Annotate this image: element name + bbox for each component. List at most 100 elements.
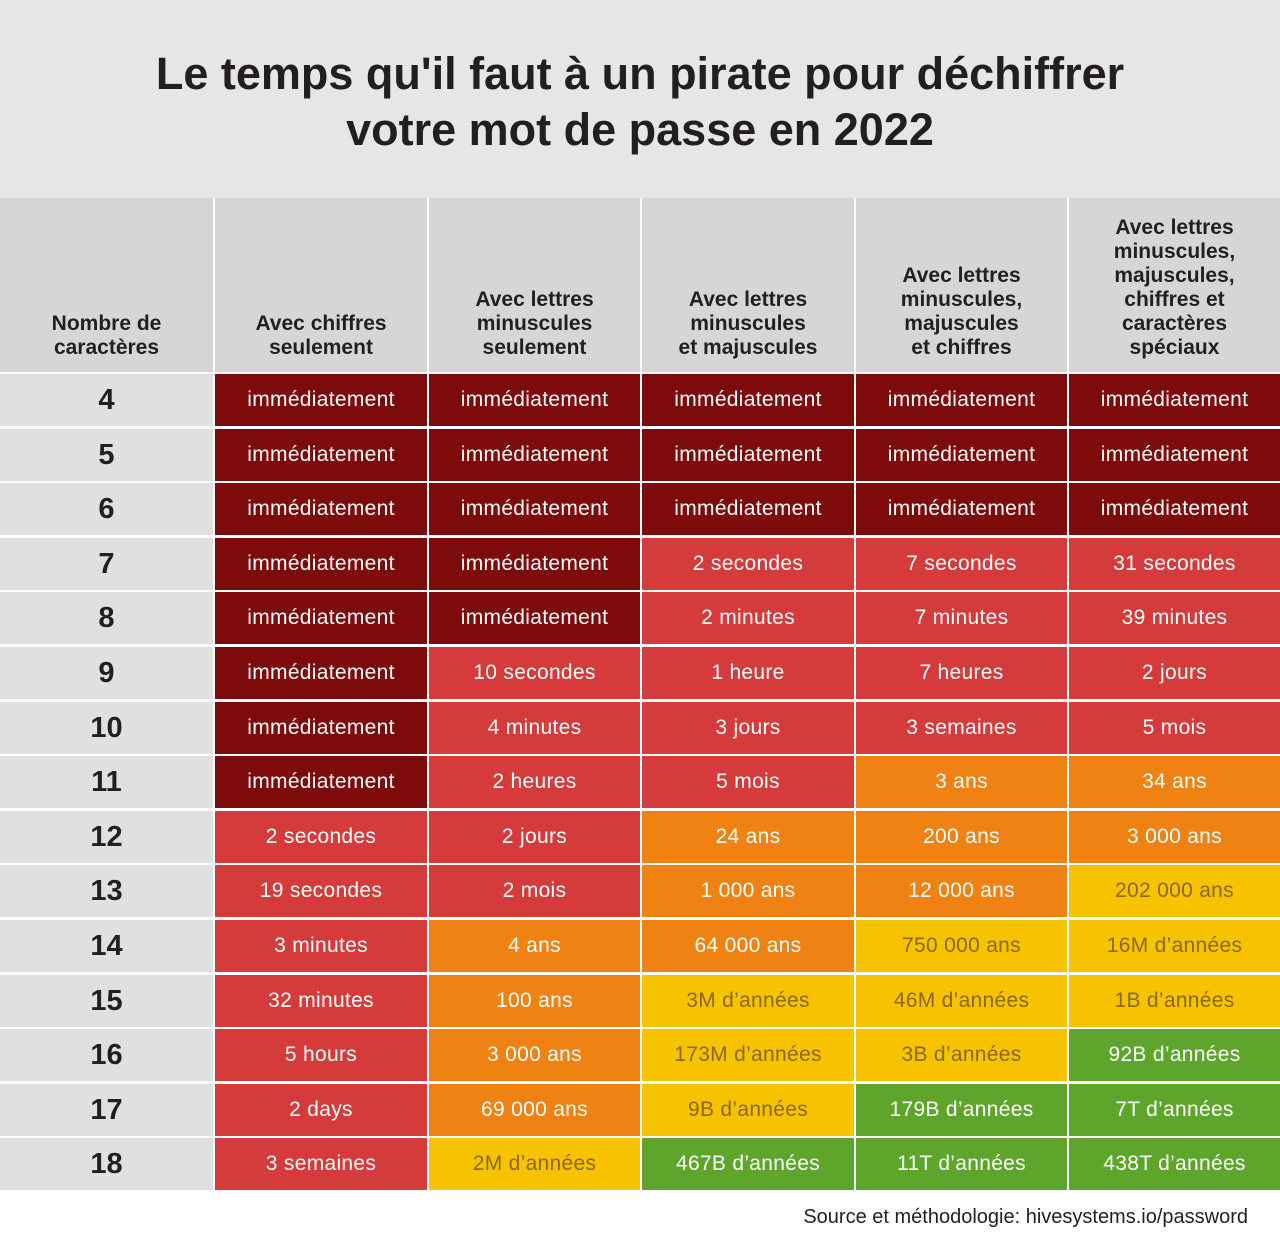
time-cell: immédiatement xyxy=(1069,374,1280,426)
time-cell: 31 secondes xyxy=(1069,538,1280,590)
time-cell: 1B d’années xyxy=(1069,975,1280,1027)
time-cell: immédiatement xyxy=(215,756,427,808)
row-label: 6 xyxy=(0,483,213,535)
time-cell: 39 minutes xyxy=(1069,592,1280,644)
row-label: 12 xyxy=(0,811,213,863)
time-cell: immédiatement xyxy=(215,483,427,535)
row-label: 16 xyxy=(0,1029,213,1081)
time-cell: 1 000 ans xyxy=(642,865,854,917)
title-band xyxy=(0,0,1280,198)
time-cell: immédiatement xyxy=(215,538,427,590)
time-cell: 467B d’années xyxy=(642,1138,854,1190)
time-cell: 4 ans xyxy=(429,920,640,972)
time-cell: immédiatement xyxy=(1069,483,1280,535)
row-label: 7 xyxy=(0,538,213,590)
time-cell: 179B d’années xyxy=(856,1084,1067,1136)
time-cell: immédiatement xyxy=(856,429,1067,481)
time-cell: 16M d’années xyxy=(1069,920,1280,972)
time-cell: 11T d’années xyxy=(856,1138,1067,1190)
time-cell: 3 ans xyxy=(856,756,1067,808)
time-cell: immédiatement xyxy=(642,429,854,481)
time-cell: 3 000 ans xyxy=(429,1029,640,1081)
time-cell: 2 secondes xyxy=(642,538,854,590)
time-cell: immédiatement xyxy=(215,647,427,699)
time-cell: immédiatement xyxy=(429,483,640,535)
time-cell: immédiatement xyxy=(215,702,427,754)
row-label: 14 xyxy=(0,920,213,972)
row-label: 11 xyxy=(0,756,213,808)
time-cell: 2 heures xyxy=(429,756,640,808)
time-cell: 64 000 ans xyxy=(642,920,854,972)
time-cell: immédiatement xyxy=(429,374,640,426)
time-cell: 12 000 ans xyxy=(856,865,1067,917)
time-cell: immédiatement xyxy=(215,592,427,644)
time-cell: 1 heure xyxy=(642,647,854,699)
time-cell: 7 secondes xyxy=(856,538,1067,590)
time-cell: 7 heures xyxy=(856,647,1067,699)
time-cell: 19 secondes xyxy=(215,865,427,917)
password-time-table: Nombre de caractères Avec chiffres seulem… xyxy=(0,198,1280,1192)
time-cell: 200 ans xyxy=(856,811,1067,863)
column-header-5: Avec lettres minuscules, majuscules, chi… xyxy=(1069,198,1280,372)
row-label: 17 xyxy=(0,1084,213,1136)
time-cell: 3 minutes xyxy=(215,920,427,972)
column-header-1: Avec chiffres seulement xyxy=(215,198,427,372)
row-label: 10 xyxy=(0,702,213,754)
source-note: Source et méthodologie: hivesystems.io/p… xyxy=(803,1206,1248,1228)
time-cell: 4 minutes xyxy=(429,702,640,754)
time-cell: 3 jours xyxy=(642,702,854,754)
row-label: 5 xyxy=(0,429,213,481)
time-cell: 24 ans xyxy=(642,811,854,863)
row-label: 15 xyxy=(0,975,213,1027)
time-cell: immédiatement xyxy=(429,429,640,481)
row-label: 8 xyxy=(0,592,213,644)
time-cell: immédiatement xyxy=(856,483,1067,535)
chart-title: Le temps qu'il faut à un pirate pour déc… xyxy=(155,48,1125,155)
time-cell: immédiatement xyxy=(642,483,854,535)
time-cell: 2 jours xyxy=(429,811,640,863)
time-cell: 2M d’années xyxy=(429,1138,640,1190)
time-cell: immédiatement xyxy=(215,429,427,481)
time-cell: 46M d’années xyxy=(856,975,1067,1027)
time-cell: 32 minutes xyxy=(215,975,427,1027)
time-cell: 173M d’années xyxy=(642,1029,854,1081)
time-cell: immédiatement xyxy=(856,374,1067,426)
column-header-length: Nombre de caractères xyxy=(0,198,213,372)
time-cell: 2 minutes xyxy=(642,592,854,644)
row-label: 13 xyxy=(0,865,213,917)
time-cell: 3B d’années xyxy=(856,1029,1067,1081)
time-cell: 2 days xyxy=(215,1084,427,1136)
time-cell: 100 ans xyxy=(429,975,640,1027)
time-cell: 9B d’années xyxy=(642,1084,854,1136)
time-cell: 10 secondes xyxy=(429,647,640,699)
time-cell: 3 semaines xyxy=(215,1138,427,1190)
time-cell: 5 mois xyxy=(1069,702,1280,754)
time-cell: immédiatement xyxy=(215,374,427,426)
time-cell: 7T d’années xyxy=(1069,1084,1280,1136)
time-cell: immédiatement xyxy=(642,374,854,426)
time-cell: 2 mois xyxy=(429,865,640,917)
row-label: 18 xyxy=(0,1138,213,1190)
row-label: 4 xyxy=(0,374,213,426)
time-cell: 92B d’années xyxy=(1069,1029,1280,1081)
time-cell: 3M d’années xyxy=(642,975,854,1027)
time-cell: immédiatement xyxy=(429,592,640,644)
time-cell: 438T d’années xyxy=(1069,1138,1280,1190)
time-cell: 5 hours xyxy=(215,1029,427,1081)
time-cell: 202 000 ans xyxy=(1069,865,1280,917)
column-header-2: Avec lettres minuscules seulement xyxy=(429,198,640,372)
time-cell: 750 000 ans xyxy=(856,920,1067,972)
time-cell: 3 000 ans xyxy=(1069,811,1280,863)
time-cell: immédiatement xyxy=(429,538,640,590)
column-header-3: Avec lettres minuscules et majuscules xyxy=(642,198,854,372)
time-cell: 34 ans xyxy=(1069,756,1280,808)
time-cell: 2 jours xyxy=(1069,647,1280,699)
time-cell: 7 minutes xyxy=(856,592,1067,644)
row-label: 9 xyxy=(0,647,213,699)
time-cell: 2 secondes xyxy=(215,811,427,863)
time-cell: 5 mois xyxy=(642,756,854,808)
time-cell: 3 semaines xyxy=(856,702,1067,754)
column-header-4: Avec lettres minuscules, majuscules et c… xyxy=(856,198,1067,372)
time-cell: 69 000 ans xyxy=(429,1084,640,1136)
time-cell: immédiatement xyxy=(1069,429,1280,481)
